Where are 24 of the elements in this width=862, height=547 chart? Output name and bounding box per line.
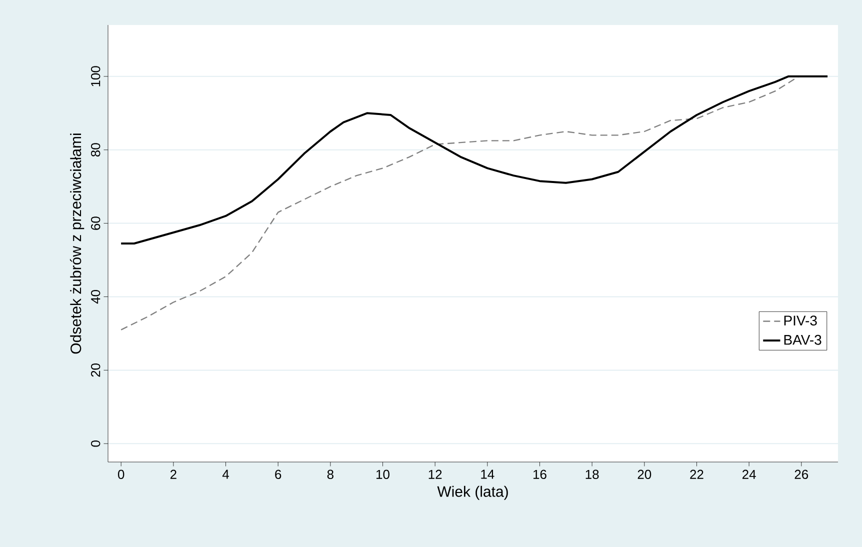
y-tick-label: 20 <box>90 363 100 377</box>
x-tick-label: 26 <box>794 470 808 480</box>
x-axis-title: Wiek (lata) <box>437 486 508 500</box>
x-tick-label: 2 <box>170 470 176 479</box>
x-tick-label: 22 <box>690 470 704 479</box>
y-tick-label: 100 <box>90 66 100 86</box>
x-tick-label: 14 <box>481 470 494 479</box>
y-axis-title: Odsetek żubrów z przeciwciałami <box>70 134 84 354</box>
x-tick-label: 12 <box>428 470 442 479</box>
x-tick-label: 4 <box>222 470 229 479</box>
x-tick-label: 0 <box>118 470 124 480</box>
legend-label: BAV-3 <box>784 334 822 345</box>
x-tick-label: 8 <box>327 470 334 480</box>
y-tick-label: 80 <box>90 143 100 157</box>
x-tick-label: 18 <box>586 470 599 480</box>
x-tick-label: 10 <box>376 470 390 480</box>
x-tick-label: 24 <box>742 470 756 479</box>
x-tick-label: 6 <box>275 470 282 480</box>
legend-label: PIV-3 <box>784 316 817 326</box>
y-tick-label: 40 <box>90 290 100 304</box>
y-tick-label: 60 <box>90 216 100 230</box>
x-tick-label: 20 <box>638 470 652 480</box>
y-tick-label: 0 <box>90 440 100 447</box>
x-tick-label: 16 <box>533 470 546 480</box>
